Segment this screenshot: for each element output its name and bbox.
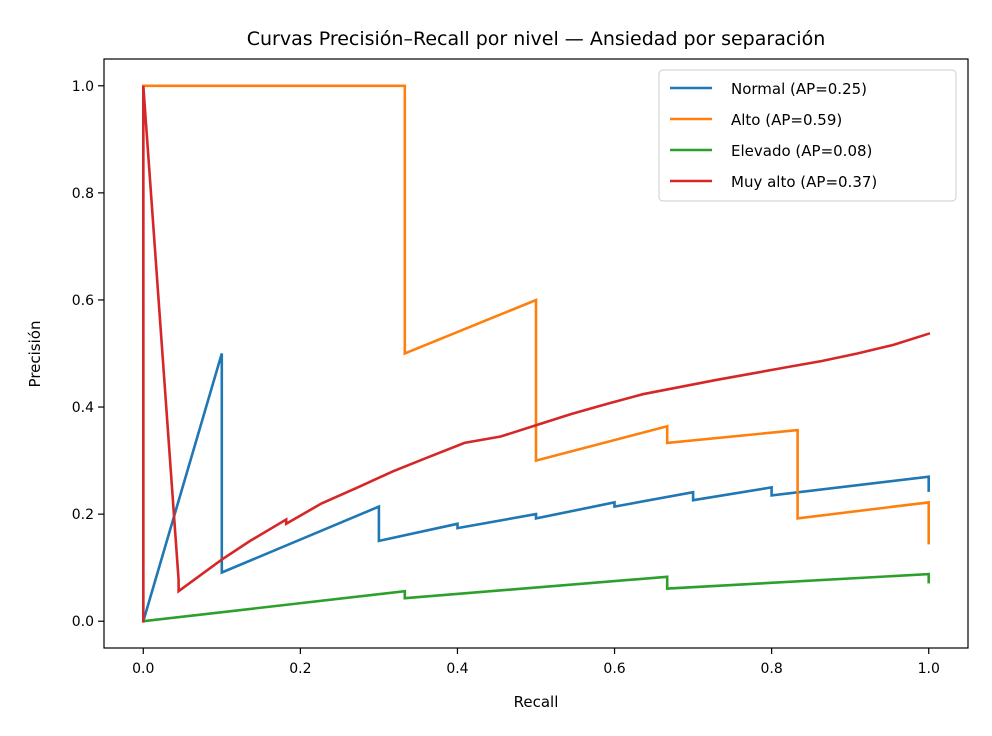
legend-label: Elevado (AP=0.08) xyxy=(731,142,872,160)
series-line-3 xyxy=(142,85,931,623)
series-line-0 xyxy=(141,353,931,623)
series-line-2 xyxy=(141,572,931,623)
legend-label: Normal (AP=0.25) xyxy=(731,80,867,98)
plot-frame xyxy=(103,58,969,649)
legend: Normal (AP=0.25) Alto (AP=0.59) Elevado (A… xyxy=(658,69,957,202)
legend-box xyxy=(658,69,957,202)
x-axis-label: Recall xyxy=(514,693,559,711)
x-tick-label: 0.6 xyxy=(603,661,625,677)
x-tick-label: 0.2 xyxy=(289,661,311,677)
y-tick-label: 0.2 xyxy=(72,507,94,523)
y-axis-label: Precisión xyxy=(26,321,44,388)
chart-title: Curvas Precisión–Recall por nivel — Ansi… xyxy=(247,28,825,50)
plot-series-group xyxy=(141,84,931,623)
x-tick-label: 0.0 xyxy=(132,661,154,677)
y-tick-label: 1.0 xyxy=(72,79,94,95)
series-line-1 xyxy=(142,84,931,623)
y-tick-label: 0.4 xyxy=(72,400,94,416)
x-tick-label: 0.4 xyxy=(446,661,468,677)
legend-entries: Normal (AP=0.25) Alto (AP=0.59) Elevado (A… xyxy=(670,80,877,191)
y-tick-label: 0.0 xyxy=(72,614,94,630)
x-tick-label: 0.8 xyxy=(761,661,783,677)
y-axis: 0.0 0.2 0.4 0.6 0.8 1.0 xyxy=(72,79,104,630)
legend-label: Alto (AP=0.59) xyxy=(731,111,842,129)
x-tick-label: 1.0 xyxy=(918,661,940,677)
y-tick-label: 0.8 xyxy=(72,186,94,202)
x-axis: 0.0 0.2 0.4 0.6 0.8 1.0 xyxy=(132,648,940,677)
y-tick-label: 0.6 xyxy=(72,293,94,309)
legend-label: Muy alto (AP=0.37) xyxy=(731,173,877,191)
